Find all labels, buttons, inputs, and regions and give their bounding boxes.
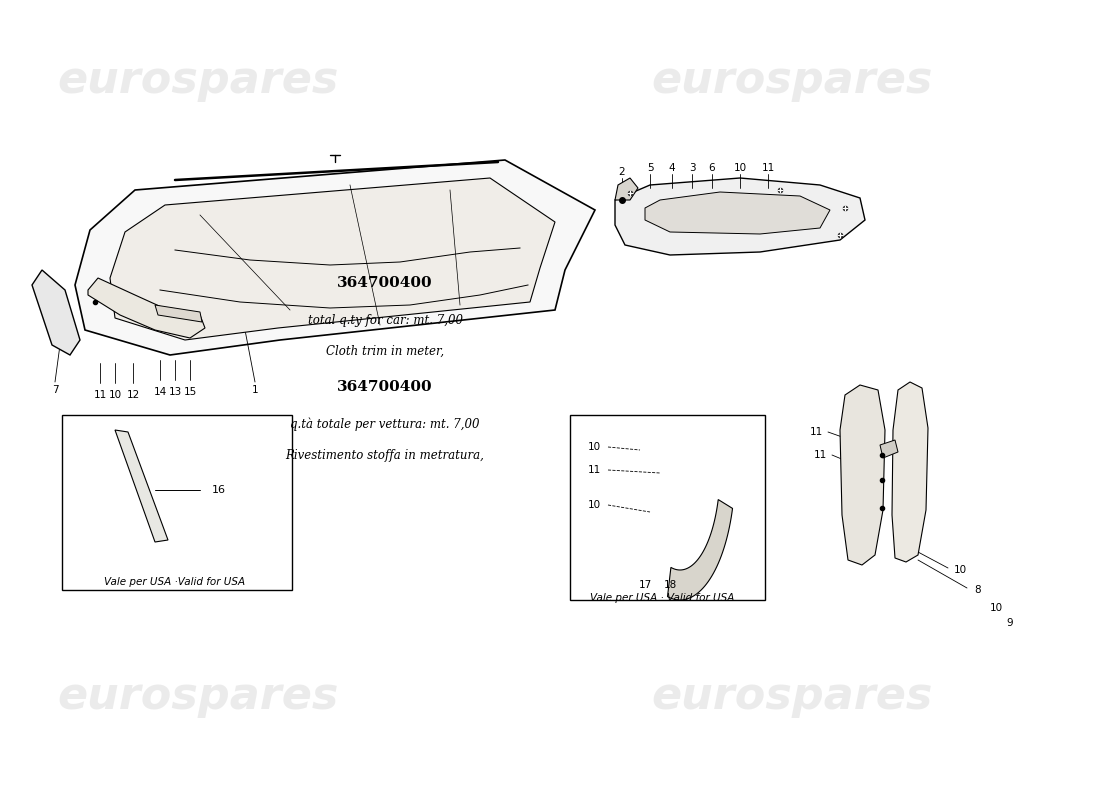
Text: 1: 1 [252,385,258,395]
Polygon shape [75,160,595,355]
Text: 10: 10 [588,500,601,510]
FancyBboxPatch shape [570,415,764,600]
Text: 2: 2 [618,167,625,177]
Text: 11: 11 [810,427,823,437]
Polygon shape [840,385,886,565]
Polygon shape [615,178,638,200]
Text: 7: 7 [52,385,58,395]
Polygon shape [645,192,830,234]
Text: 364700400: 364700400 [338,276,432,290]
Text: 12: 12 [126,390,140,400]
Text: 11: 11 [588,465,602,475]
FancyBboxPatch shape [62,415,292,590]
Text: 10: 10 [109,390,122,400]
Text: 6: 6 [708,163,715,173]
Text: eurospares: eurospares [57,674,339,718]
Text: 11: 11 [94,390,107,400]
Polygon shape [155,305,202,322]
Text: 11: 11 [761,163,774,173]
Text: Vale per USA ·Valid for USA: Vale per USA ·Valid for USA [104,577,245,587]
Text: Cloth trim in meter,: Cloth trim in meter, [326,345,444,358]
Text: 3: 3 [689,163,695,173]
Text: Rivestimento stoffa in metratura,: Rivestimento stoffa in metratura, [286,449,484,462]
Text: 13: 13 [168,387,182,397]
Text: 10: 10 [588,442,601,452]
Text: 15: 15 [184,387,197,397]
Text: 8: 8 [975,585,981,595]
Text: 11: 11 [813,450,826,460]
Text: total q.ty for car: mt. 7,00: total q.ty for car: mt. 7,00 [308,314,462,327]
Text: eurospares: eurospares [651,58,933,102]
Text: 10: 10 [989,603,1002,613]
Polygon shape [116,430,168,542]
Polygon shape [880,440,898,458]
Text: 14: 14 [153,387,166,397]
Text: 364700400: 364700400 [338,380,432,394]
Text: 5: 5 [647,163,653,173]
Polygon shape [668,499,733,600]
Polygon shape [615,178,865,255]
Polygon shape [110,178,556,340]
Text: eurospares: eurospares [57,58,339,102]
Text: Vale per USA · Valid for USA: Vale per USA · Valid for USA [590,593,734,603]
Text: 16: 16 [212,485,226,495]
Text: 10: 10 [954,565,967,575]
Text: q.tà totale per vettura: mt. 7,00: q.tà totale per vettura: mt. 7,00 [290,418,480,431]
Polygon shape [892,382,928,562]
Text: eurospares: eurospares [651,674,933,718]
Text: 9: 9 [1006,618,1013,628]
Polygon shape [88,278,205,338]
Text: 17: 17 [638,580,651,590]
Text: 18: 18 [663,580,676,590]
Text: 4: 4 [669,163,675,173]
Text: 10: 10 [734,163,747,173]
Polygon shape [32,270,80,355]
